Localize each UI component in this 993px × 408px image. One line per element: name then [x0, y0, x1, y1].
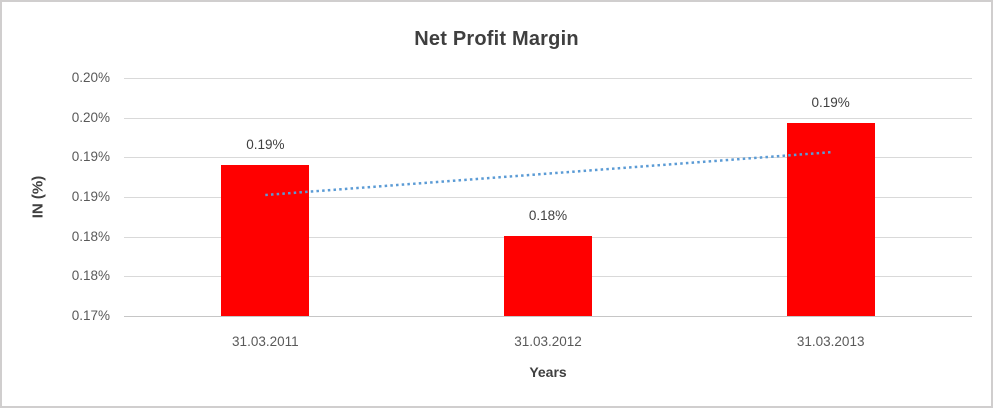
y-axis-tick-label: 0.20%	[71, 109, 110, 125]
bar-data-label: 0.19%	[246, 137, 285, 153]
bar-group-2012: 0.18%	[407, 78, 690, 316]
bar-2012	[504, 235, 592, 316]
gridline	[124, 78, 972, 79]
y-axis-tick-label: 0.18%	[71, 228, 110, 244]
y-axis-tick-label: 0.20%	[71, 70, 110, 85]
y-axis-tick-label: 0.18%	[71, 268, 110, 284]
bar-data-label: 0.18%	[528, 207, 568, 223]
x-axis-tick-label: 31.03.2012	[514, 334, 582, 349]
x-axis-tick-labels: 31.03.2011 31.03.2012 31.03.2013	[124, 334, 972, 349]
bar-data-label: 0.19%	[811, 95, 850, 111]
y-axis-tick-label: 0.19%	[71, 189, 110, 204]
gridline	[124, 117, 972, 119]
plot-area: 0.19% 0.18% 0.19%	[124, 78, 972, 317]
bar-group-2011: 0.19%	[124, 78, 407, 316]
x-axis-title: Years	[529, 364, 567, 380]
gridline	[124, 197, 972, 198]
trendline-line	[265, 150, 831, 197]
trendline	[265, 150, 831, 197]
y-axis-tick-label: 0.17%	[71, 308, 110, 323]
x-axis-tick-label: 31.03.2013	[796, 334, 865, 349]
y-axis-tick-label: 0.19%	[71, 149, 110, 165]
gridline	[124, 157, 972, 159]
x-axis-tick-label: 31.03.2011	[232, 334, 299, 349]
bar-2011	[221, 165, 310, 316]
y-axis-tick-labels: 0.20% 0.20% 0.19% 0.19% 0.18% 0.18% 0.17…	[2, 70, 110, 323]
chart-title: Net Profit Margin	[414, 28, 579, 50]
